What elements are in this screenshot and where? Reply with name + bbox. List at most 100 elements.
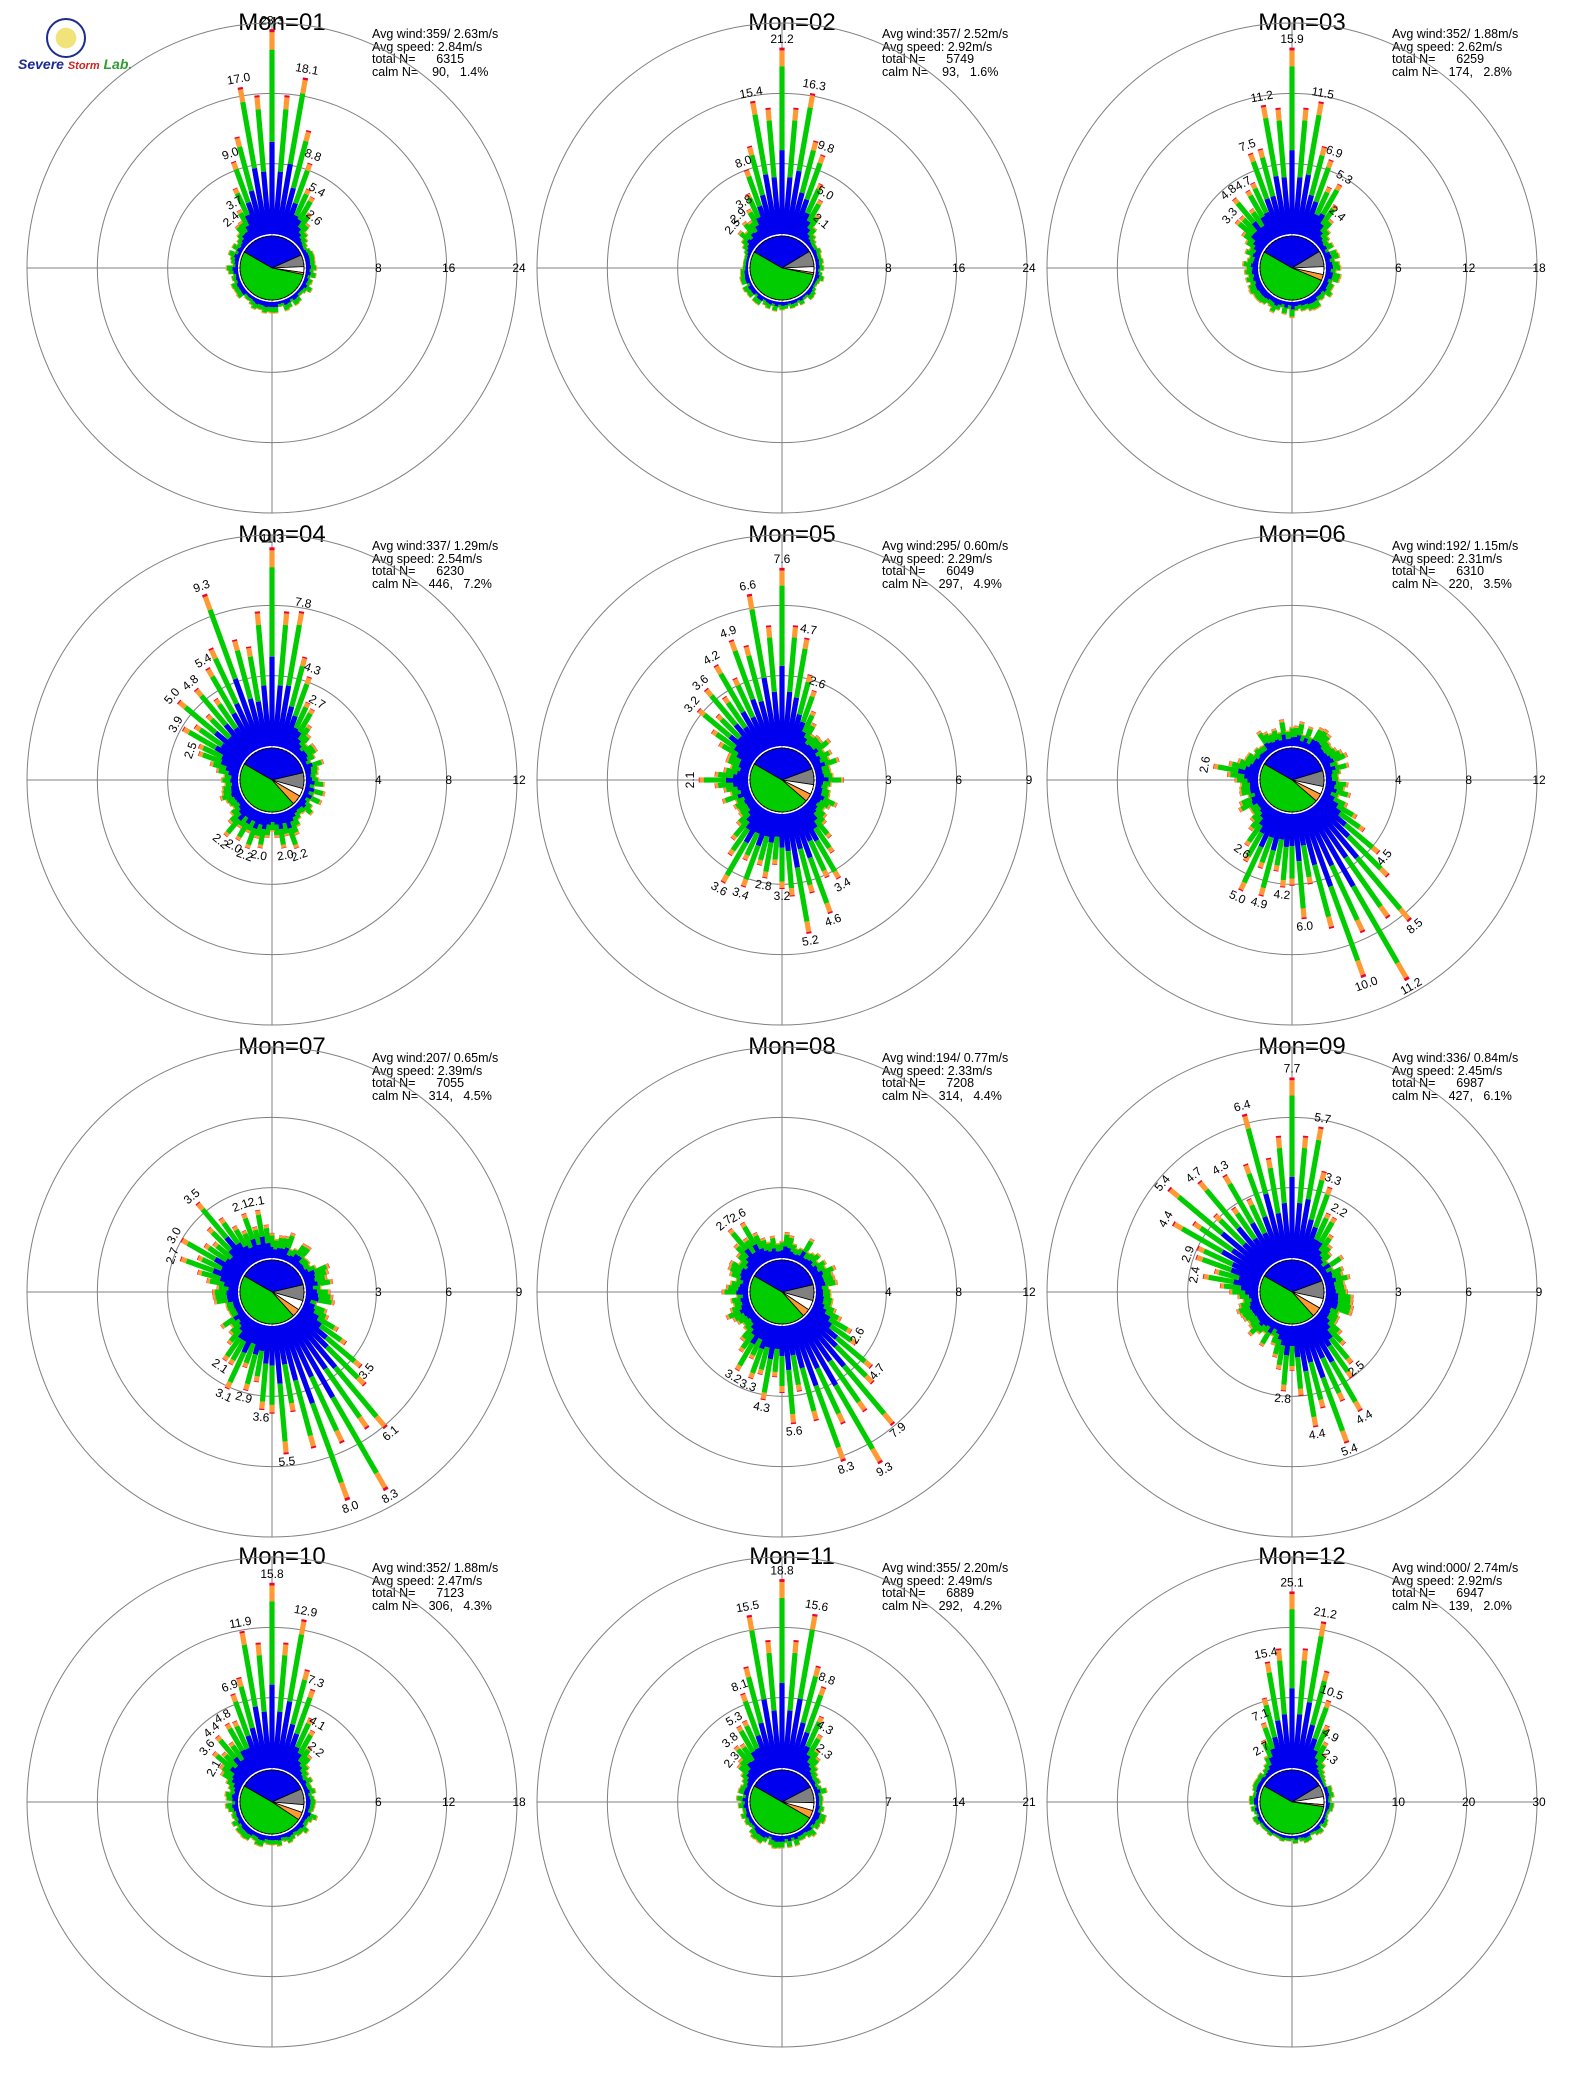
spoke-segment	[1249, 780, 1259, 787]
spoke-value-label: 15.4	[1253, 1644, 1279, 1662]
spoke-segment	[176, 699, 182, 705]
spoke-segment	[280, 844, 287, 849]
spoke-segment	[1297, 723, 1305, 736]
spoke-segment	[811, 280, 817, 286]
spoke-value-label: 15.4	[738, 84, 764, 102]
spoke-segment	[742, 1700, 761, 1737]
spoke-segment	[300, 1779, 308, 1788]
spoke-segment	[1238, 806, 1243, 813]
logo-text: Severe Storm Lab.	[18, 56, 132, 72]
spoke-segment	[1403, 976, 1410, 982]
spoke-segment	[804, 290, 811, 297]
spoke-segment	[744, 1239, 757, 1255]
spoke-segment	[811, 249, 818, 256]
spoke-segment	[308, 1792, 313, 1799]
spoke-segment	[1264, 197, 1283, 237]
spoke-segment	[727, 758, 741, 767]
spoke-segment	[747, 197, 761, 219]
pie-slice-blue	[243, 747, 304, 781]
spoke-segment	[1335, 789, 1349, 798]
spoke-segment	[807, 884, 815, 893]
spoke-value-label: 8.0	[733, 152, 754, 171]
spoke-value-label: 4.3	[1209, 1157, 1231, 1178]
spoke-segment	[228, 1358, 236, 1365]
spoke-segment	[291, 292, 299, 300]
spoke-group	[176, 547, 326, 850]
spoke-segment	[244, 808, 258, 825]
spoke-segment	[1240, 784, 1251, 792]
spoke-segment	[785, 1835, 792, 1842]
spoke-segment	[820, 784, 828, 791]
spoke-segment	[307, 790, 315, 798]
spoke-segment	[1250, 1805, 1256, 1812]
spoke-segment	[808, 1758, 820, 1770]
spoke-segment	[1254, 280, 1263, 288]
spoke-segment	[808, 285, 814, 292]
spoke-segment	[742, 285, 750, 293]
spoke-segment	[721, 695, 727, 700]
spoke-segment	[1231, 761, 1247, 771]
spoke-segment	[253, 297, 260, 305]
spoke-segment	[794, 297, 800, 302]
spoke-segment	[301, 1243, 308, 1248]
spoke-segment	[760, 1237, 766, 1242]
spoke-segment	[1281, 733, 1289, 747]
spoke-segment	[302, 1670, 310, 1681]
spoke-segment	[306, 753, 315, 762]
spoke-segment	[1264, 1756, 1273, 1767]
spoke-segment	[281, 822, 289, 835]
spoke-segment	[815, 271, 820, 278]
spoke-segment	[1248, 791, 1256, 799]
spoke-segment	[286, 808, 296, 819]
calm-pie	[239, 235, 305, 301]
spoke-segment	[294, 1829, 302, 1837]
spoke-segment	[750, 1320, 768, 1345]
stats-avg-speed: Avg speed: 2.92m/s	[1392, 1573, 1503, 1588]
spoke-segment	[1243, 1163, 1249, 1167]
spoke-segment	[1258, 755, 1266, 763]
spoke-segment	[1267, 732, 1274, 736]
spoke-segment	[1260, 215, 1278, 240]
spoke-segment	[869, 1379, 875, 1385]
spoke-segment	[1258, 809, 1280, 848]
spoke-segment	[305, 1829, 310, 1835]
spoke-segment	[289, 1318, 328, 1371]
spoke-segment	[1270, 1748, 1283, 1771]
spoke-segment	[1332, 797, 1346, 807]
spoke-segment	[1279, 721, 1287, 735]
spoke-segment	[1243, 773, 1259, 780]
spoke-segment	[746, 1676, 764, 1724]
spoke-segment	[1254, 291, 1263, 300]
spoke-segment	[1257, 1772, 1261, 1777]
spoke-segment	[226, 795, 236, 804]
spoke-segment	[227, 801, 232, 808]
stats-avg-wind: Avg wind:000/ 2.74m/s	[1392, 1561, 1519, 1575]
spoke-segment	[293, 1379, 314, 1437]
spoke-segment	[794, 809, 813, 842]
spoke-segment	[815, 1295, 825, 1302]
spoke-segment	[829, 1323, 853, 1343]
spoke-segment	[808, 736, 820, 748]
spoke-segment	[283, 832, 290, 837]
spoke-segment	[252, 1706, 269, 1769]
spoke-segment	[1249, 1317, 1261, 1329]
spoke-segment	[1278, 813, 1289, 840]
spoke-segment	[1245, 248, 1255, 257]
spoke-segment	[338, 1481, 350, 1499]
spoke-segment	[806, 287, 813, 295]
spoke-segment	[1330, 1266, 1343, 1276]
spoke-segment	[241, 1644, 258, 1708]
spoke-segment	[735, 1245, 750, 1260]
spoke-segment	[825, 738, 831, 744]
spoke-segment	[775, 1251, 782, 1259]
spoke-segment	[814, 274, 820, 281]
spoke-segment	[206, 1226, 211, 1231]
spoke-segment	[241, 1213, 248, 1220]
spoke-segment	[1343, 802, 1348, 808]
spoke-segment	[753, 291, 759, 297]
spoke-segment	[1250, 232, 1268, 249]
spoke-segment	[1316, 103, 1324, 116]
spoke-segment	[1256, 1783, 1263, 1790]
spoke-segment	[740, 237, 745, 243]
